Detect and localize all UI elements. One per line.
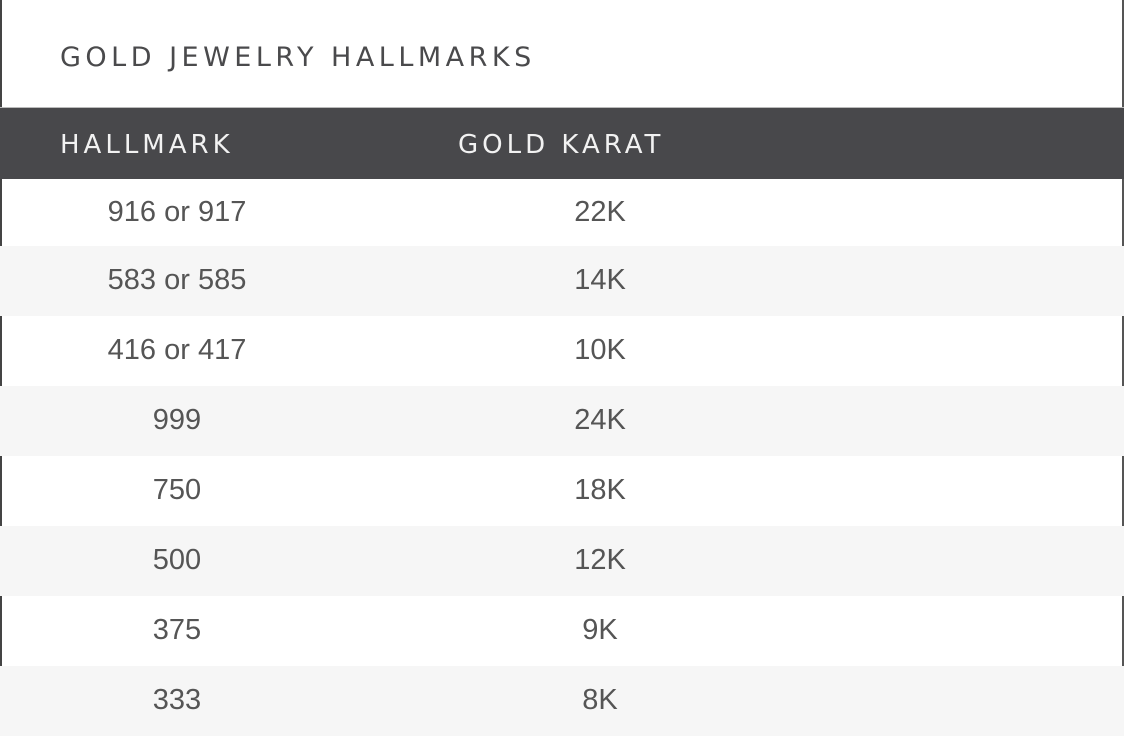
table-row: 333 8K [0,666,1124,736]
column-header-gold-karat: GOLD KARAT [458,130,665,160]
table-row: 375 9K [0,596,1124,666]
column-header-hallmark: HALLMARK [60,130,234,160]
table-row: 999 24K [0,386,1124,456]
table-row: 416 or 417 10K [0,316,1124,386]
table-row: 750 18K [0,456,1124,526]
hallmark-cell: 999 [152,404,202,436]
hallmark-cell: 416 or 417 [107,334,247,366]
table-title: GOLD JEWELRY HALLMARKS [60,42,536,73]
hallmark-cell: 583 or 585 [107,264,247,296]
table-row: 583 or 585 14K [0,246,1124,316]
hallmark-cell: 500 [152,544,202,576]
karat-cell: 18K [574,474,626,506]
karat-cell: 14K [574,264,626,296]
karat-cell: 10K [574,334,626,366]
table-row: 916 or 917 22K [0,178,1124,248]
hallmark-cell: 333 [152,684,202,716]
karat-cell: 12K [574,544,626,576]
karat-cell: 24K [574,404,626,436]
karat-cell: 8K [582,684,618,716]
hallmark-cell: 375 [152,614,202,646]
hallmark-cell: 750 [152,474,202,506]
table-header: HALLMARK GOLD KARAT [0,107,1124,179]
karat-cell: 22K [574,196,626,228]
hallmark-cell: 916 or 917 [107,196,247,228]
karat-cell: 9K [582,614,618,646]
table-row: 500 12K [0,526,1124,596]
